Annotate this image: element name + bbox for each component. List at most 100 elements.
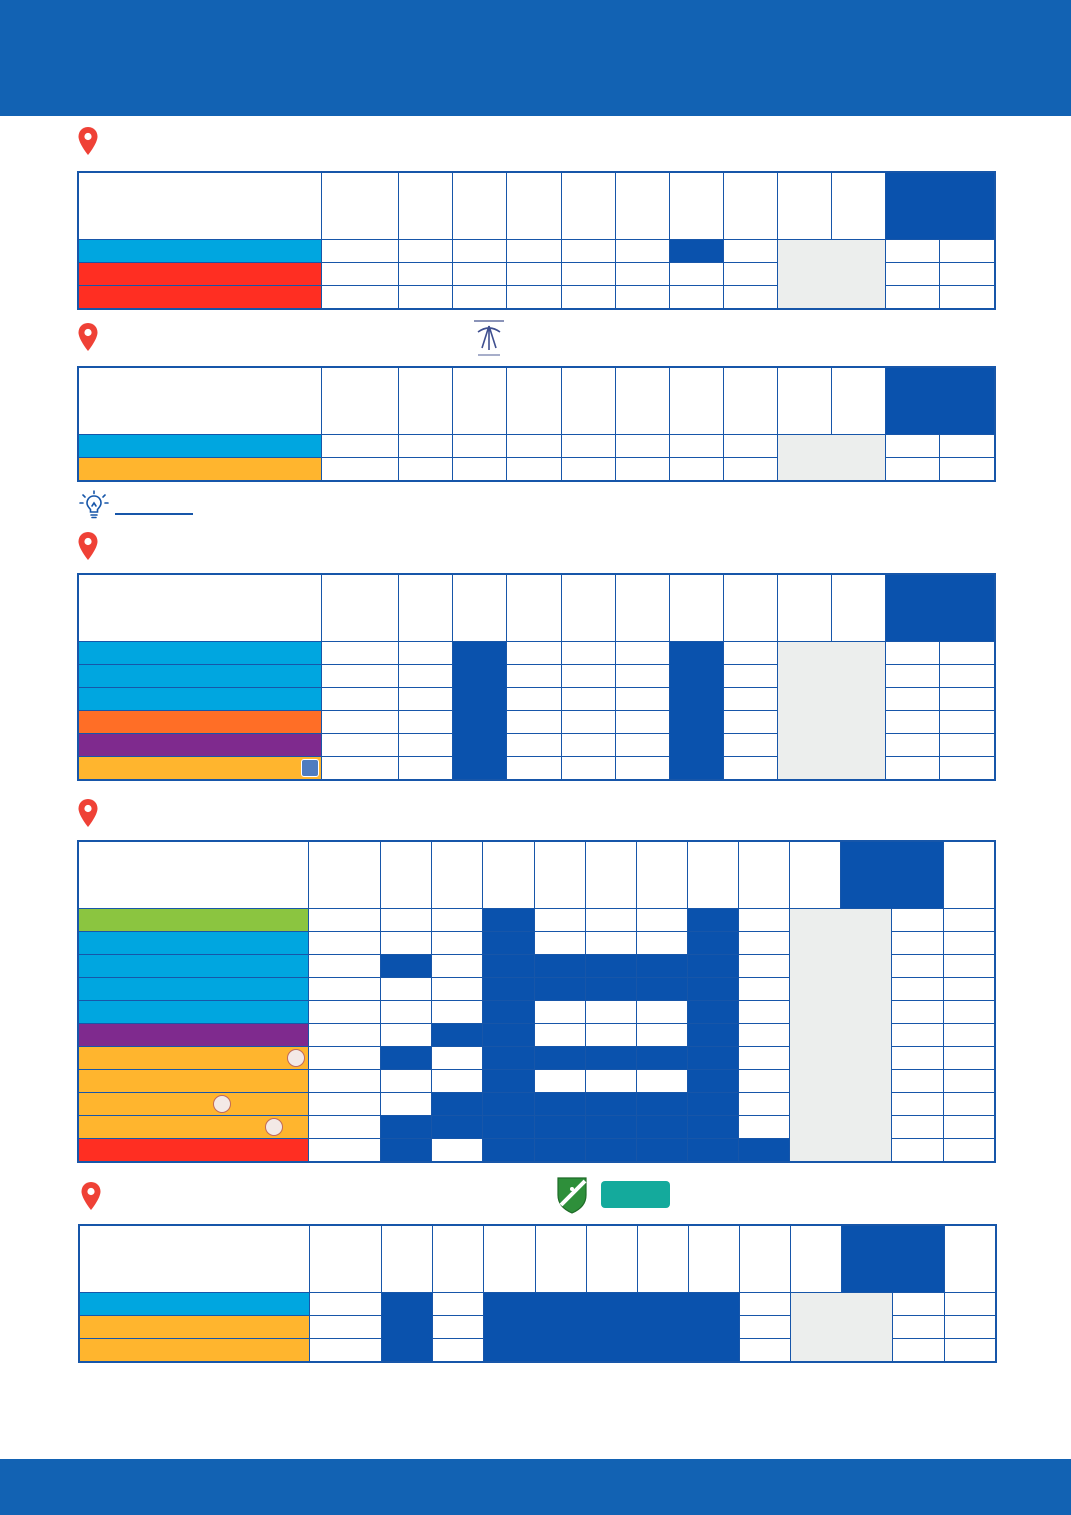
schedule-cell [635, 908, 688, 932]
schedule-cell [777, 366, 833, 435]
schedule-cell [379, 1069, 432, 1093]
occupied-cell [584, 1046, 637, 1070]
schedule-cell [942, 1115, 996, 1139]
schedule-cell [321, 239, 399, 263]
schedule-cell [505, 733, 562, 757]
category-label [77, 434, 323, 458]
schedule-cell [777, 573, 833, 642]
closed-cell [777, 641, 887, 781]
schedule-cell [560, 434, 616, 458]
schedule-cell [451, 171, 507, 240]
schedule-cell [831, 171, 887, 240]
schedule-cell [430, 977, 483, 1001]
table-header-row [77, 840, 995, 909]
schedule-cell [943, 1292, 997, 1316]
schedule-cell [505, 457, 562, 482]
schedule-cell [307, 1138, 381, 1163]
schedule-cell [939, 733, 996, 757]
schedule-cell [891, 1338, 945, 1363]
table-row [77, 262, 996, 286]
schedule-cell [307, 1023, 381, 1047]
schedule-cell [885, 756, 941, 781]
occupied-cell [686, 1115, 739, 1139]
map-pin-icon [77, 322, 99, 352]
schedule-cell [723, 285, 779, 310]
schedule-cell [669, 262, 725, 286]
schedule-cell [939, 687, 996, 711]
schedule-cell [397, 641, 453, 665]
schedule-cell [890, 1046, 944, 1070]
schedule-cell [321, 171, 399, 240]
occupied-cell [380, 1292, 433, 1363]
schedule-cell [614, 239, 671, 263]
occupied-cell [533, 977, 586, 1001]
schedule-cell [430, 954, 483, 978]
occupied-cell [635, 1092, 688, 1116]
occupied-cell [669, 641, 725, 781]
table-row [77, 756, 996, 781]
occupied-cell [737, 1138, 790, 1163]
schedule-cell [505, 434, 562, 458]
schedule-cell [321, 573, 399, 642]
schedule-cell [505, 262, 562, 286]
schedule-cell [77, 840, 309, 909]
table-row [77, 239, 996, 310]
schedule-cell [942, 954, 996, 978]
schedule-cell [584, 1069, 637, 1093]
schedule-cell [890, 908, 944, 932]
occupied-cell [481, 1046, 535, 1070]
schedule-cell [939, 710, 996, 734]
table-row [77, 1115, 996, 1139]
schedule-cell [308, 1292, 382, 1316]
schedule-cell [669, 171, 725, 240]
schedule-cell [584, 1000, 637, 1024]
schedule-cell [614, 641, 671, 665]
occupied-cell [379, 1115, 432, 1139]
closed-cell [789, 1292, 893, 1363]
schedule-cell [737, 1000, 790, 1024]
schedule-cell [890, 1115, 944, 1139]
category-label [78, 1292, 310, 1316]
schedule-cell [723, 171, 779, 240]
table-row [77, 641, 996, 781]
schedule-cell [723, 434, 779, 458]
schedule-cell [307, 1046, 381, 1070]
schedule-cell [737, 1092, 790, 1116]
table-row [77, 1069, 996, 1093]
schedule-cell [307, 1069, 381, 1093]
category-label [78, 1338, 310, 1363]
schedule-table-2 [77, 366, 996, 482]
table-row [77, 1023, 996, 1047]
schedule-cell [430, 1138, 483, 1163]
table-row [78, 1338, 997, 1363]
schedule-cell [584, 931, 637, 955]
schedule-cell [939, 756, 996, 781]
schedule-cell [308, 1338, 382, 1363]
schedule-cell [584, 840, 637, 909]
table-row [77, 710, 996, 734]
schedule-cell [669, 434, 725, 458]
schedule-cell [505, 285, 562, 310]
occupied-cell [481, 1000, 535, 1024]
schedule-cell [307, 954, 381, 978]
schedule-cell [939, 434, 996, 458]
schedule-cell [885, 239, 941, 263]
schedule-cell [789, 1224, 842, 1293]
schedule-cell [738, 1338, 791, 1363]
schedule-cell [397, 457, 453, 482]
header-cap-cell [840, 1224, 945, 1293]
schedule-cell [560, 756, 616, 781]
crest-icon [286, 1049, 305, 1067]
category-label [77, 641, 323, 665]
schedule-cell [379, 931, 432, 955]
schedule-cell [379, 1023, 432, 1047]
schedule-cell [307, 1092, 381, 1116]
schedule-cell [614, 434, 671, 458]
occupied-cell [686, 1069, 739, 1093]
schedule-cell [723, 457, 779, 482]
occupied-cell [686, 954, 739, 978]
schedule-cell [942, 1138, 996, 1163]
schedule-cell [397, 285, 453, 310]
schedule-cell [614, 366, 671, 435]
category-label [77, 1138, 309, 1163]
